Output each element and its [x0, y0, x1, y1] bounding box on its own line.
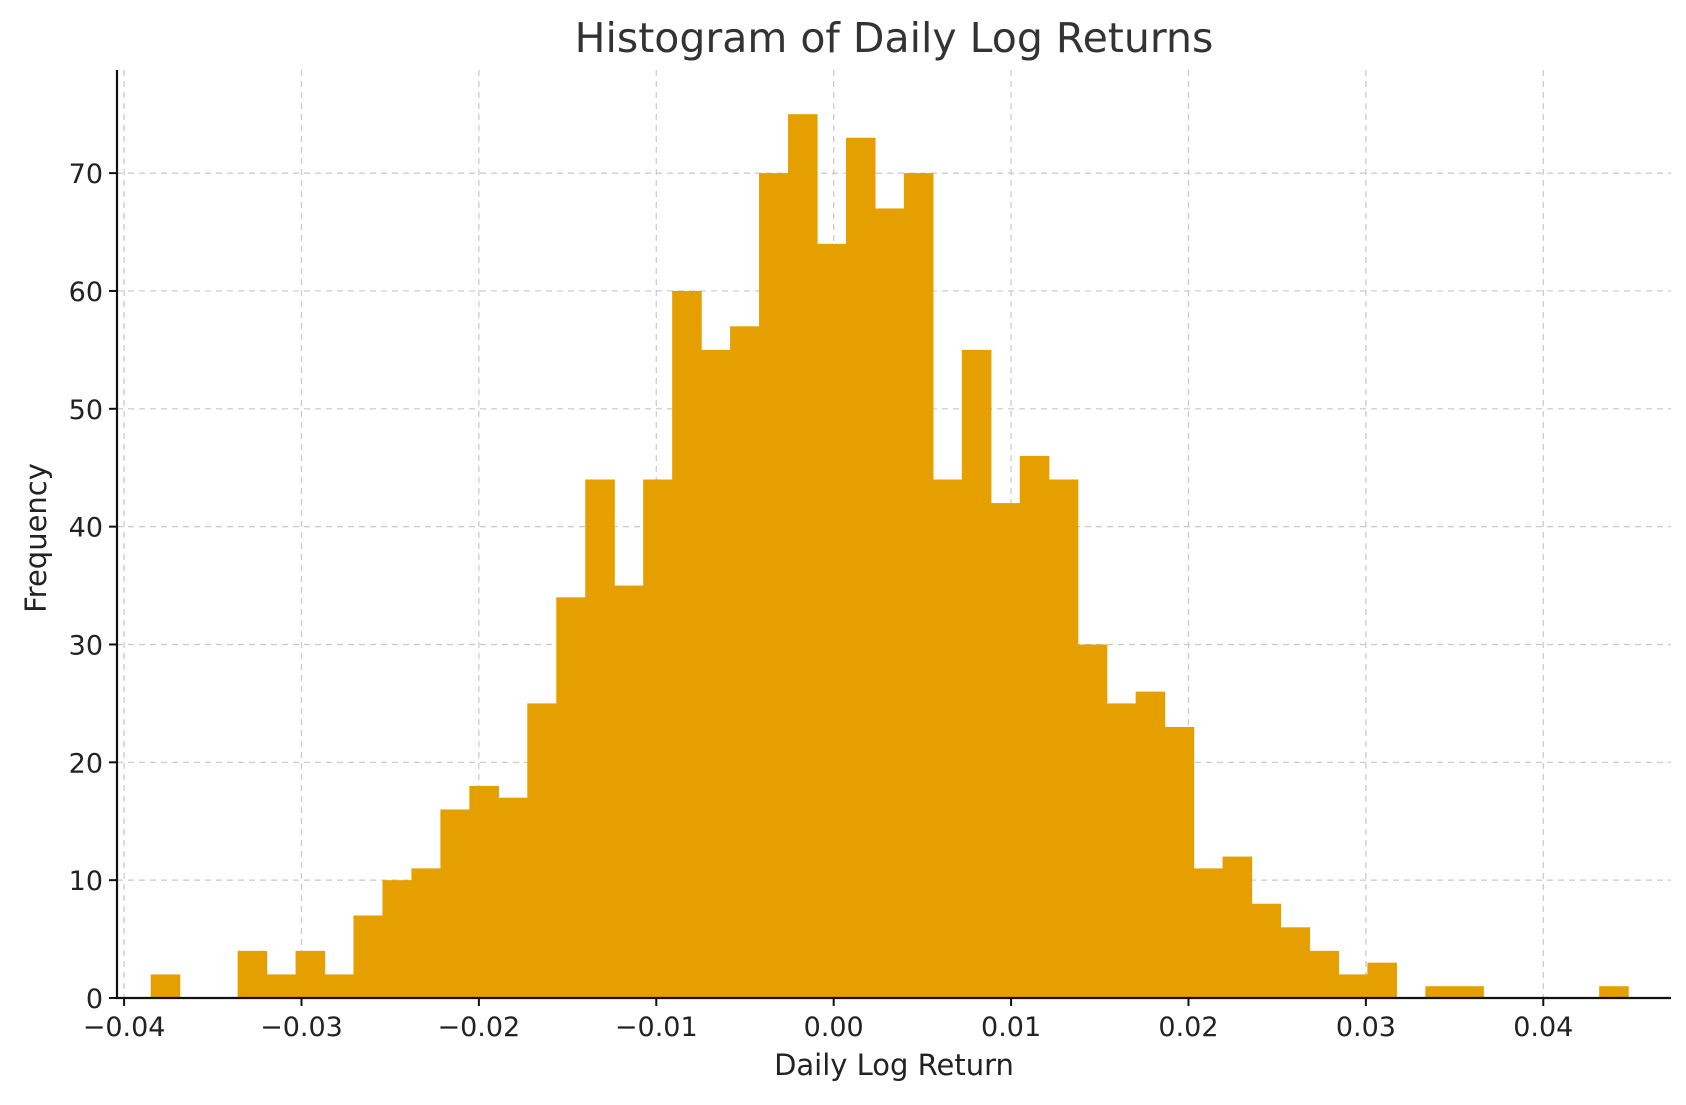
histogram-bar [961, 349, 992, 998]
histogram-bar [353, 915, 384, 998]
x-tick-label: 0.04 [1513, 1012, 1573, 1043]
histogram-bars [150, 114, 1629, 999]
histogram-bar [1048, 479, 1079, 998]
histogram-bar [672, 290, 702, 998]
histogram-bar [469, 785, 499, 998]
histogram-bar [1106, 703, 1137, 998]
histogram-bar [440, 809, 470, 998]
histogram-bar [643, 479, 673, 998]
histogram-bar [266, 974, 297, 998]
chart-title: Histogram of Daily Log Returns [575, 14, 1214, 62]
histogram-bar [730, 326, 760, 998]
histogram-bar [990, 503, 1021, 998]
x-tick-label: 0.03 [1336, 1012, 1396, 1043]
x-tick-label: −0.04 [83, 1012, 166, 1043]
histogram-bar [1222, 856, 1253, 998]
histogram-bar [1454, 986, 1484, 998]
histogram-bar [498, 797, 528, 998]
histogram-bar [1309, 950, 1340, 998]
y-tick-label: 30 [69, 630, 103, 661]
y-tick-label: 50 [69, 395, 103, 426]
y-axis-ticks: 0 10 20 30 40 50 60 70 [69, 159, 117, 1015]
histogram-bar [701, 349, 731, 998]
histogram-bar [527, 703, 557, 998]
histogram-bar [874, 208, 905, 998]
x-axis-ticks: −0.04 −0.03 −0.02 −0.01 0.00 0.01 0.02 0.03 0.04 [83, 998, 1573, 1043]
histogram-bar [1164, 726, 1195, 998]
histogram-bar [788, 114, 818, 998]
x-tick-label: −0.02 [438, 1012, 521, 1043]
histogram-bar [1135, 691, 1166, 998]
histogram-bar [324, 974, 355, 998]
histogram-bar [1367, 962, 1397, 998]
histogram-bar [382, 880, 413, 998]
histogram-bar [816, 243, 847, 999]
y-tick-label: 0 [86, 984, 103, 1015]
histogram-bar [932, 479, 963, 998]
histogram-bar [411, 868, 441, 998]
x-tick-label: −0.03 [260, 1012, 343, 1043]
histogram-bar [556, 597, 586, 998]
axes [115, 70, 1671, 1000]
histogram-bar [237, 950, 268, 998]
histogram-bar [585, 479, 615, 998]
y-tick-label: 60 [69, 277, 103, 308]
histogram-bar [1280, 927, 1311, 998]
histogram-bar [903, 173, 934, 999]
x-axis-label: Daily Log Return [774, 1048, 1014, 1082]
x-tick-label: −0.01 [615, 1012, 698, 1043]
histogram-bar [845, 137, 876, 998]
y-tick-label: 10 [69, 866, 103, 897]
histogram-bar [1425, 986, 1455, 998]
histogram-bar [1599, 986, 1629, 998]
histogram-bar [1019, 455, 1050, 998]
x-tick-label: 0.00 [804, 1012, 864, 1043]
x-tick-label: 0.01 [981, 1012, 1041, 1043]
y-tick-label: 70 [69, 159, 103, 190]
histogram-bar [295, 950, 326, 998]
y-tick-label: 40 [69, 513, 103, 544]
histogram-bar [759, 173, 789, 999]
histogram-bar [1338, 974, 1369, 998]
histogram-bar [1193, 868, 1224, 998]
histogram-bar [614, 585, 644, 998]
y-axis-label: Frequency [19, 463, 53, 613]
x-tick-label: 0.02 [1158, 1012, 1218, 1043]
histogram-bar [150, 974, 181, 998]
histogram-bar [1077, 644, 1108, 998]
histogram-bar [1251, 903, 1282, 998]
y-tick-label: 20 [69, 748, 103, 779]
